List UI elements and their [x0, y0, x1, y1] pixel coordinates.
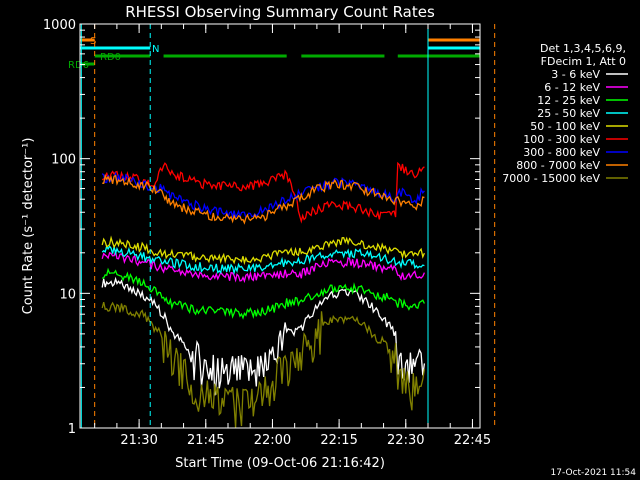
legend-entry-label: 6 - 12 keV	[544, 81, 600, 94]
flag-label-n: N	[152, 44, 159, 55]
x-tick-label: 22:30	[387, 433, 424, 448]
legend-entry-label: 50 - 100 keV	[530, 120, 600, 133]
x-tick-label: 21:30	[120, 433, 157, 448]
legend-entry-label: 100 - 300 keV	[523, 133, 600, 146]
attenuator-markers	[80, 24, 496, 428]
flag-bars: S N RD0 RD6	[68, 36, 480, 71]
series-line-100-300kev	[101, 161, 425, 224]
legend-entry-label: 800 - 7000 keV	[516, 159, 600, 172]
legend-header-line: Det 1,3,4,5,6,9,	[540, 42, 626, 55]
plot-frame	[79, 23, 481, 429]
x-tick-label: 22:15	[320, 433, 357, 448]
x-tick-label: 22:00	[254, 433, 291, 448]
series-lines	[101, 161, 426, 429]
series-line-12-25kev	[101, 267, 425, 320]
y-axis-label: Count Rate (s⁻¹ detector⁻¹)	[21, 138, 36, 315]
series-line-6-12kev	[101, 249, 425, 284]
series-line-800-7000kev	[102, 173, 425, 225]
legend-entry-label: 25 - 50 keV	[537, 107, 600, 120]
flag-label-rd6: RD6	[68, 60, 89, 71]
chart-title: RHESSI Observing Summary Count Rates	[125, 3, 435, 21]
x-tick-label: 21:45	[187, 433, 224, 448]
y-tick-label: 1	[68, 422, 76, 437]
legend: Det 1,3,4,5,6,9,FDecim 1, Att 03 - 6 keV…	[502, 42, 628, 185]
y-tick-label: 100	[51, 153, 76, 168]
x-tick-label: 22:45	[454, 433, 491, 448]
series-line-25-50kev	[101, 244, 425, 276]
legend-entry-label: 3 - 6 keV	[551, 68, 600, 81]
legend-entry-label: 300 - 800 keV	[523, 146, 600, 159]
series-line-300-800kev	[101, 171, 425, 219]
flag-label-s: S	[90, 36, 96, 47]
x-axis-label: Start Time (09-Oct-06 21:16:42)	[175, 456, 385, 471]
series-line-3-6kev	[101, 276, 426, 396]
y-tick-label: 10	[59, 287, 76, 302]
legend-entry-label: 12 - 25 keV	[537, 94, 600, 107]
flag-label-rd0: RD0	[100, 52, 121, 63]
series-line-50-100kev	[101, 235, 425, 266]
y-tick-label: 1000	[43, 18, 76, 33]
axes-ticks: 1 10 100 1000 21:30 21:45 22:00 22:15 22:30 22:45	[43, 18, 491, 448]
timestamp-label: 17-Oct-2021 11:54	[551, 468, 637, 478]
legend-entry-label: 7000 - 15000 keV	[502, 172, 600, 185]
legend-header-line: FDecim 1, Att 0	[541, 55, 626, 68]
series-line-7000-15000kev	[101, 301, 426, 429]
